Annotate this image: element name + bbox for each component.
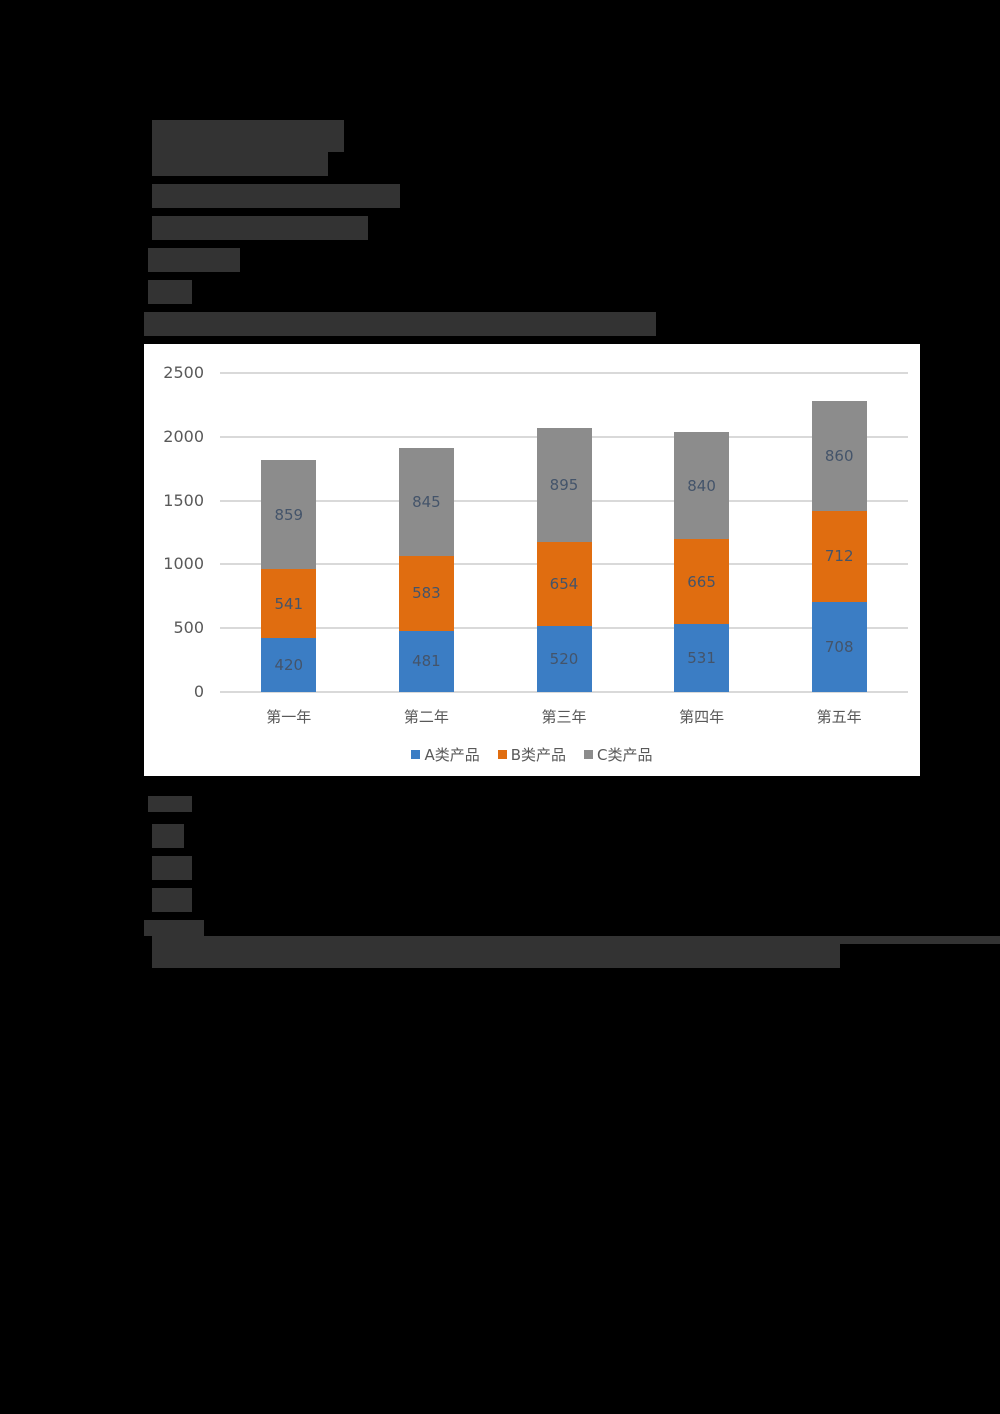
bar-segment: 420 bbox=[261, 638, 317, 692]
stacked-bar-chart: 0 500 1000 1500 2000 2500 420 541 859 481 583 845 5… bbox=[144, 344, 920, 776]
redacted-text-line bbox=[152, 824, 184, 848]
legend-label: C类产品 bbox=[597, 746, 653, 764]
y-tick-label: 0 bbox=[193, 682, 204, 701]
redacted-text-line bbox=[148, 280, 192, 304]
redacted-text-line bbox=[152, 888, 192, 912]
y-tick-label: 1000 bbox=[163, 554, 204, 574]
redacted-text-line bbox=[152, 184, 400, 208]
x-tick-label: 第三年 bbox=[541, 708, 587, 726]
x-tick-label: 第一年 bbox=[266, 708, 312, 726]
gridline bbox=[220, 691, 908, 693]
y-tick-label: 2000 bbox=[163, 426, 204, 446]
bar-segment: 520 bbox=[536, 625, 592, 692]
bar-segment: 531 bbox=[674, 624, 730, 692]
y-tick-label: 500 bbox=[173, 618, 204, 638]
redacted-text-line bbox=[152, 936, 1000, 944]
gridline bbox=[220, 372, 908, 374]
legend-item: B类产品 bbox=[497, 744, 567, 765]
bar-segment: 840 bbox=[674, 432, 730, 540]
legend-label: A类产品 bbox=[424, 746, 480, 764]
redacted-text-line bbox=[152, 152, 328, 176]
legend-item: C类产品 bbox=[584, 744, 653, 765]
legend-label: B类产品 bbox=[510, 746, 567, 764]
redacted-text-line bbox=[152, 944, 840, 968]
redacted-text-line bbox=[152, 856, 192, 880]
x-tick-label: 第二年 bbox=[403, 708, 449, 726]
bar-segment: 654 bbox=[536, 542, 592, 626]
redacted-text-line bbox=[148, 248, 240, 272]
legend-item: A类产品 bbox=[411, 744, 480, 765]
redacted-text-line bbox=[144, 920, 204, 936]
bar-segment: 583 bbox=[398, 556, 454, 631]
redacted-text-line bbox=[152, 120, 344, 152]
bar-segment: 895 bbox=[536, 427, 592, 543]
bar-segment: 665 bbox=[674, 539, 730, 625]
legend-swatch-icon bbox=[584, 750, 594, 759]
redacted-text-line bbox=[144, 312, 656, 336]
bar-segment: 708 bbox=[811, 601, 867, 692]
bar-segment: 481 bbox=[398, 630, 454, 692]
bar-segment: 860 bbox=[811, 401, 867, 511]
y-tick-label: 2500 bbox=[163, 363, 204, 382]
redacted-text-line bbox=[152, 216, 368, 240]
chart-legend: A类产品 B类产品 C类产品 bbox=[144, 744, 920, 765]
y-tick-label: 1500 bbox=[163, 490, 204, 510]
bar-segment: 845 bbox=[398, 448, 454, 557]
x-tick-label: 第四年 bbox=[679, 708, 725, 726]
bar-segment: 712 bbox=[811, 510, 867, 602]
bar-segment: 541 bbox=[261, 569, 317, 639]
legend-swatch-icon bbox=[497, 750, 507, 759]
x-tick-label: 第五年 bbox=[816, 708, 862, 726]
redacted-text-line bbox=[148, 796, 192, 812]
legend-swatch-icon bbox=[411, 750, 421, 759]
bar-segment: 859 bbox=[261, 459, 317, 570]
